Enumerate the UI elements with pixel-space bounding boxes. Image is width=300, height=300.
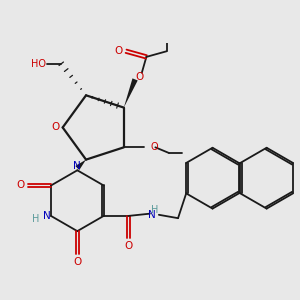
Text: O: O xyxy=(151,142,158,152)
Text: O: O xyxy=(52,122,60,133)
Text: N: N xyxy=(43,211,50,221)
Text: N: N xyxy=(148,210,156,220)
Text: HO: HO xyxy=(31,59,46,69)
Text: H: H xyxy=(32,214,39,224)
Polygon shape xyxy=(124,78,138,108)
Text: H: H xyxy=(151,205,158,215)
Text: O: O xyxy=(73,256,81,267)
Text: O: O xyxy=(136,72,144,82)
Text: N: N xyxy=(74,161,81,171)
Polygon shape xyxy=(75,160,86,170)
Text: O: O xyxy=(114,46,122,56)
Text: O: O xyxy=(124,241,133,251)
Text: O: O xyxy=(16,181,25,190)
